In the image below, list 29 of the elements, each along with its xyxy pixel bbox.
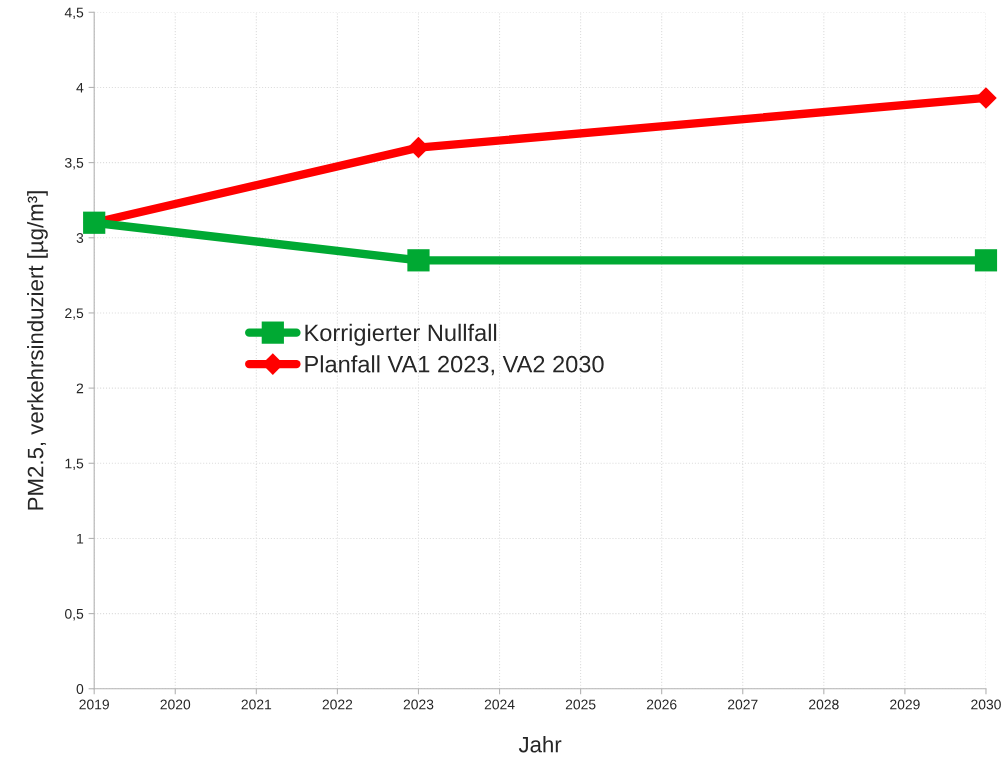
x-tick-label: 2025: [565, 699, 596, 710]
x-tick-label: 2021: [241, 699, 272, 710]
x-tick-label: 2020: [160, 699, 191, 710]
y-tick-label: 0: [76, 684, 84, 694]
x-tick-label: 2029: [890, 699, 920, 710]
x-tick-label: 2024: [484, 699, 515, 710]
y-tick-label: 0,5: [65, 608, 84, 621]
x-tick-label: 2019: [79, 699, 109, 710]
legend-label: Planfall VA1 2023, VA2 2030: [305, 355, 604, 376]
x-tick-label: 2027: [728, 699, 758, 710]
y-axis-title: PM2.5, verkehrsinduziert [µg/m³]: [27, 191, 48, 510]
x-tick-label: 2026: [646, 699, 677, 710]
point: [974, 249, 998, 272]
legend-label: Korrigierter Nullfall: [305, 323, 497, 346]
y-tick-label: 2: [76, 383, 84, 394]
y-tick-label: 1: [77, 533, 84, 544]
y-tick-label: 1,5: [65, 458, 84, 471]
y-tick-label: 3,5: [65, 157, 84, 170]
x-axis-title: Jahr: [518, 736, 562, 753]
y-tick-label: 2,5: [65, 308, 84, 320]
y-tick-label: 3: [76, 233, 84, 243]
x-tick-label: 2030: [971, 699, 1001, 710]
x-tick-label: 2022: [322, 699, 353, 710]
y-tick-label: 4,5: [64, 7, 84, 20]
x-tick-label: 2023: [403, 699, 434, 710]
y-tick-label: 4: [76, 82, 84, 93]
point: [975, 87, 997, 109]
point: [407, 249, 430, 272]
x-tick-label: 2028: [809, 699, 839, 710]
